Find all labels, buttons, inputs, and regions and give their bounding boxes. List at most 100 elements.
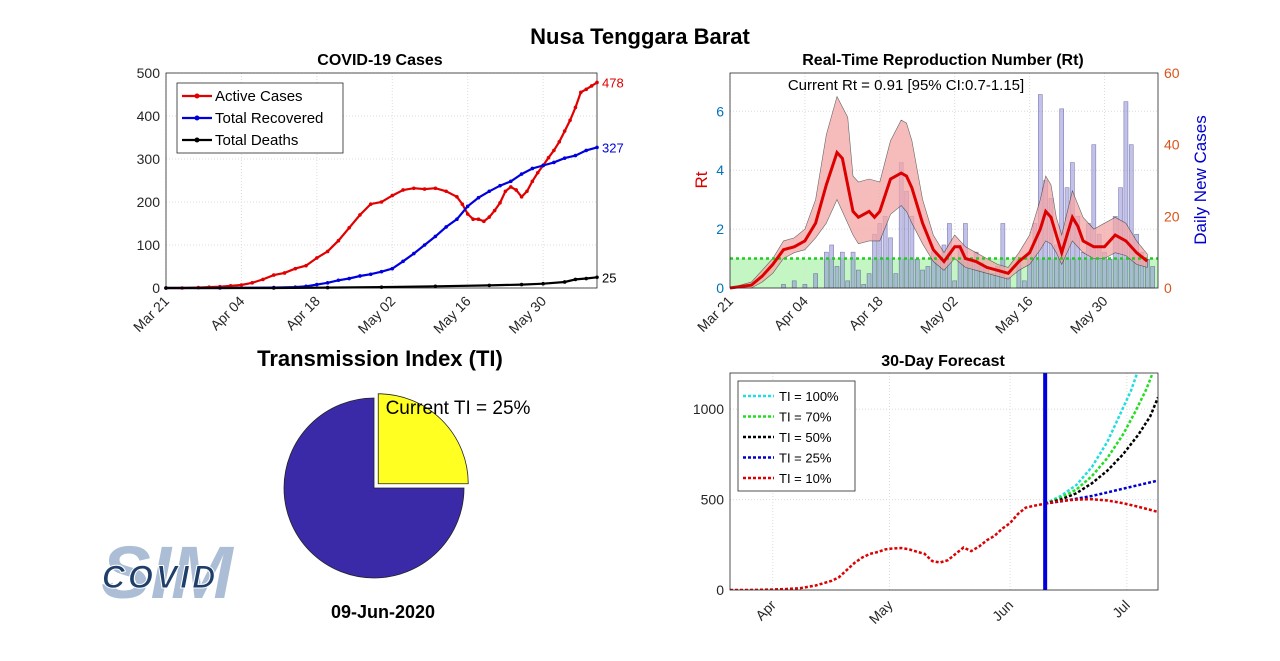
forecast-scenario-line: [1045, 479, 1158, 505]
cases-series-point: [595, 145, 599, 150]
forecast-axes-box: [729, 372, 1159, 591]
rt-current-annotation: Current Rt = 0.91 [95% CI:0.7-1.15]: [788, 77, 1024, 94]
cases-series-point: [455, 217, 459, 221]
rt-y-axis-label: Rt: [692, 171, 711, 188]
rt-right-tick-label: 40: [1164, 137, 1180, 153]
cases-chart-title: COVID-19 Cases: [317, 52, 442, 69]
rt-y-tick-label: 2: [716, 221, 724, 237]
cases-series-point: [325, 281, 330, 285]
cases-x-tick-label: May 02: [355, 293, 399, 337]
rt-x-tick-label: May 02: [917, 293, 961, 337]
ti-pie-slice: [377, 393, 469, 485]
cases-series-point: [228, 284, 233, 288]
cases-series-point: [412, 186, 416, 191]
cases-series-point: [422, 243, 427, 247]
cases-series-point: [595, 80, 599, 85]
cases-series-point: [573, 153, 578, 158]
cases-series-point: [519, 195, 524, 199]
cases-series-point: [460, 202, 465, 206]
forecast-x-tick-label: Jul: [1109, 597, 1133, 621]
forecast-x-tick-label: May: [866, 597, 896, 627]
rt-daily-cases-bar: [1150, 266, 1155, 289]
cases-series-point: [562, 129, 567, 133]
cases-series-point: [552, 160, 556, 165]
cases-series-line: [166, 146, 598, 290]
cases-series-point: [315, 282, 319, 287]
cases-series-point: [562, 280, 567, 284]
forecast-legend-box: [737, 380, 856, 492]
rt-x-tick-label: May 16: [992, 293, 1036, 337]
rt-right-axis-label: Daily New Cases: [1191, 115, 1210, 244]
forecast-y-tick-label: 0: [716, 582, 724, 598]
cases-chart: COVID-19 Cases 0 100 200 300 400 500 Mar 21 Apr…: [130, 52, 624, 337]
cases-x-tick-label: May 30: [505, 293, 549, 337]
cases-x-tick-label: May 16: [430, 293, 474, 337]
logo-front-letters: COVID: [102, 559, 218, 595]
cases-x-tick-label: Apr 04: [207, 293, 248, 334]
rt-daily-cases-bar: [888, 237, 893, 289]
rt-y-tick-label: 4: [716, 162, 724, 178]
forecast-scenario-line: [1044, 396, 1158, 505]
cases-series-point: [433, 234, 438, 239]
cases-series-point: [379, 285, 384, 289]
cases-series-point: [476, 217, 481, 221]
cases-y-tick-label: 100: [137, 237, 161, 253]
rt-x-tick-label: Apr 04: [771, 293, 812, 334]
forecast-x-tick-label: Jun: [989, 597, 1016, 624]
cases-series-point: [390, 266, 395, 271]
cases-series-point: [584, 276, 589, 281]
cases-series-point: [444, 225, 448, 229]
rt-chart: Real-Time Reproduction Number (Rt) 02460…: [692, 52, 1210, 337]
rt-line: [729, 149, 1149, 290]
cases-series-point: [368, 202, 373, 206]
rt-daily-cases-bar: [914, 259, 920, 289]
rt-daily-cases-bar: [845, 280, 851, 289]
rt-daily-cases-bar: [925, 266, 931, 289]
cases-series-point: [492, 208, 497, 213]
cases-series-point: [514, 188, 518, 192]
cases-series-point: [422, 187, 427, 191]
cases-series-point: [293, 266, 298, 271]
cases-series-point: [525, 189, 529, 194]
forecast-legend-label: TI = 70%: [779, 410, 832, 425]
rt-daily-cases-bar: [856, 269, 861, 289]
ti-chart-title: Transmission Index (TI): [257, 346, 503, 371]
cases-series-point: [573, 105, 578, 110]
cases-series-point: [530, 166, 535, 171]
forecast-scenario-line: [1044, 497, 1158, 514]
forecast-legend-label: TI = 100%: [779, 389, 839, 404]
cases-series-point: [465, 204, 470, 209]
ti-current-annotation: Current TI = 25%: [386, 398, 531, 419]
cases-series-point: [282, 271, 287, 275]
rt-y-tick-label: 6: [716, 103, 724, 119]
ti-pie-slice: [283, 397, 465, 579]
cases-series-point: [315, 256, 319, 260]
cases-series-point: [519, 282, 524, 287]
cases-series-point: [325, 285, 330, 290]
rt-x-tick-label: May 30: [1067, 293, 1111, 337]
cases-legend-marker: [194, 115, 200, 121]
cases-end-label: 327: [602, 140, 624, 155]
cases-series-point: [498, 183, 502, 188]
cases-series-point: [304, 263, 308, 268]
rt-daily-cases-bar: [861, 284, 867, 289]
rt-daily-cases-bar: [893, 273, 899, 289]
rt-right-tick-label: 60: [1164, 65, 1180, 81]
forecast-scenario-line: [1044, 373, 1139, 505]
rt-y-tick-label: 0: [716, 280, 724, 296]
rt-daily-cases-bar: [1091, 144, 1097, 289]
cases-series-point: [433, 186, 438, 191]
rt-daily-cases-bar: [1128, 144, 1134, 289]
cases-series-point: [379, 269, 384, 274]
rt-daily-cases-bar: [989, 273, 995, 289]
cases-series-point: [541, 163, 545, 168]
cases-end-label: 25: [602, 270, 616, 285]
forecast-scenario-line: [1044, 373, 1155, 505]
forecast-legend-label: TI = 50%: [779, 430, 832, 445]
cases-series-point: [379, 200, 384, 204]
cases-y-tick-label: 400: [137, 108, 161, 124]
rt-right-tick-label: 0: [1164, 280, 1172, 296]
cases-series-point: [487, 189, 492, 194]
cases-series-point: [455, 195, 459, 199]
